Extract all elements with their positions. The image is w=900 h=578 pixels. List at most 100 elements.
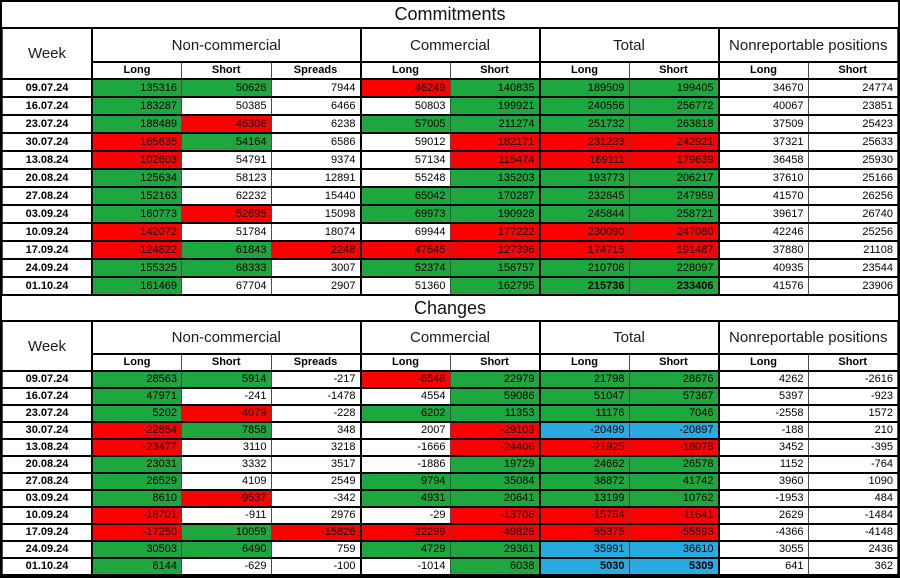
value-cell: -100 bbox=[270, 557, 361, 576]
value-cell: 21798 bbox=[538, 370, 630, 389]
col-header-short: Short bbox=[628, 353, 719, 372]
value-cell: 36610 bbox=[628, 540, 719, 559]
value-cell: 135203 bbox=[449, 168, 540, 188]
value-cell: 189509 bbox=[538, 78, 630, 98]
value-cell: -6548 bbox=[359, 370, 451, 389]
value-cell: 3452 bbox=[717, 438, 809, 457]
changes-title: Changes bbox=[2, 296, 898, 322]
value-cell: 36458 bbox=[717, 150, 809, 170]
value-cell: 54164 bbox=[181, 132, 272, 152]
value-cell: 55248 bbox=[359, 168, 451, 188]
commitments-sub-header: Long Short Spreads Long Short Long Short… bbox=[3, 61, 898, 80]
value-cell: 160773 bbox=[91, 204, 182, 224]
value-cell: 258721 bbox=[628, 204, 719, 224]
value-cell: 37321 bbox=[717, 132, 809, 152]
value-cell: -13706 bbox=[449, 506, 540, 525]
value-cell: 210706 bbox=[538, 258, 630, 278]
value-cell: 59086 bbox=[449, 387, 540, 406]
value-cell: 3007 bbox=[270, 258, 361, 278]
week-cell: 13.08.24 bbox=[2, 438, 93, 457]
value-cell: 4262 bbox=[717, 370, 809, 389]
value-cell: 142072 bbox=[91, 222, 182, 242]
table-row: 09.07.24 135316 50626 7944 46249 140835 189509… bbox=[2, 78, 898, 98]
week-cell: 16.07.24 bbox=[2, 387, 93, 406]
value-cell: 10059 bbox=[181, 523, 272, 542]
group-commercial: Commercial bbox=[359, 27, 540, 63]
table-row: 13.08.24 -23477 3110 3218 -1666 -24406 -21925-… bbox=[2, 438, 898, 457]
week-cell: 23.07.24 bbox=[2, 404, 93, 423]
value-cell: 35084 bbox=[449, 472, 540, 491]
week-header: Week bbox=[2, 27, 93, 80]
value-cell: -55375 bbox=[538, 523, 630, 542]
value-cell: 25166 bbox=[807, 168, 898, 188]
col-header-short: Short bbox=[807, 353, 898, 372]
week-cell: 01.10.24 bbox=[2, 276, 93, 296]
value-cell: 38872 bbox=[538, 472, 630, 491]
week-cell: 17.09.24 bbox=[2, 523, 93, 542]
value-cell: 156757 bbox=[449, 258, 540, 278]
value-cell: 67704 bbox=[181, 276, 272, 296]
value-cell: 51784 bbox=[181, 222, 272, 242]
table-row: 03.09.24 160773 52695 15098 69973 190928 24584… bbox=[2, 204, 898, 224]
col-header-short: Short bbox=[628, 61, 719, 80]
week-cell: 27.08.24 bbox=[2, 186, 93, 206]
value-cell: 1572 bbox=[807, 404, 898, 423]
week-cell: 10.09.24 bbox=[2, 222, 93, 242]
value-cell: 57134 bbox=[359, 150, 451, 170]
value-cell: 6238 bbox=[270, 114, 361, 134]
value-cell: -49826 bbox=[449, 523, 540, 542]
value-cell: 34670 bbox=[717, 78, 809, 98]
value-cell: -342 bbox=[270, 489, 361, 508]
col-header-long: Long bbox=[717, 353, 809, 372]
changes-table: Changes Week Non-commercial Commercial T… bbox=[2, 296, 898, 576]
value-cell: 362 bbox=[807, 557, 898, 576]
value-cell: 2907 bbox=[270, 276, 361, 296]
value-cell: 23906 bbox=[807, 276, 898, 296]
table-row: 23.07.24 188489 46306 6238 57005 211274 251732… bbox=[2, 114, 898, 134]
value-cell: 3218 bbox=[270, 438, 361, 457]
table-row: 10.09.24 -18701 -911 2976 -29 -13706 -15754 -11… bbox=[2, 506, 898, 525]
week-cell: 17.09.24 bbox=[2, 240, 93, 260]
value-cell: 37610 bbox=[717, 168, 809, 188]
value-cell: -4366 bbox=[717, 523, 809, 542]
value-cell: 165635 bbox=[91, 132, 182, 152]
value-cell: 25256 bbox=[807, 222, 898, 242]
week-cell: 09.07.24 bbox=[2, 78, 93, 98]
value-cell: -21925 bbox=[538, 438, 630, 457]
value-cell: 2629 bbox=[717, 506, 809, 525]
value-cell: 193773 bbox=[538, 168, 630, 188]
value-cell: 2436 bbox=[807, 540, 898, 559]
value-cell: -22299 bbox=[359, 523, 451, 542]
value-cell: -629 bbox=[181, 557, 272, 576]
value-cell: 256772 bbox=[628, 96, 719, 116]
value-cell: 2549 bbox=[270, 472, 361, 491]
value-cell: 6144 bbox=[91, 557, 182, 576]
week-cell: 24.09.24 bbox=[2, 258, 93, 278]
value-cell: 23544 bbox=[807, 258, 898, 278]
value-cell: 5397 bbox=[717, 387, 809, 406]
value-cell: 28563 bbox=[91, 370, 182, 389]
value-cell: 47971 bbox=[91, 387, 182, 406]
value-cell: -2616 bbox=[807, 370, 898, 389]
group-total: Total bbox=[538, 320, 719, 355]
table-row: 27.08.24 152163 62232 15440 65042 170287 23264… bbox=[2, 186, 898, 206]
value-cell: 40935 bbox=[717, 258, 809, 278]
value-cell: -15754 bbox=[538, 506, 630, 525]
value-cell: 18074 bbox=[270, 222, 361, 242]
value-cell: -1484 bbox=[807, 506, 898, 525]
value-cell: 124822 bbox=[91, 240, 182, 260]
week-cell: 16.07.24 bbox=[2, 96, 93, 116]
value-cell: 57005 bbox=[359, 114, 451, 134]
value-cell: 190928 bbox=[449, 204, 540, 224]
value-cell: 46306 bbox=[181, 114, 272, 134]
value-cell: 2248 bbox=[270, 240, 361, 260]
value-cell: 183287 bbox=[91, 96, 182, 116]
commitments-table: Commitments Week Non-commercial Commerci… bbox=[2, 2, 898, 296]
table-row: 24.09.24 30503 6490 759 4729 29361 35991 36610 3… bbox=[2, 540, 898, 559]
value-cell: 641 bbox=[717, 557, 809, 576]
value-cell: 26529 bbox=[91, 472, 182, 491]
value-cell: -24406 bbox=[449, 438, 540, 457]
col-header-short: Short bbox=[181, 61, 272, 80]
value-cell: 4554 bbox=[359, 387, 451, 406]
